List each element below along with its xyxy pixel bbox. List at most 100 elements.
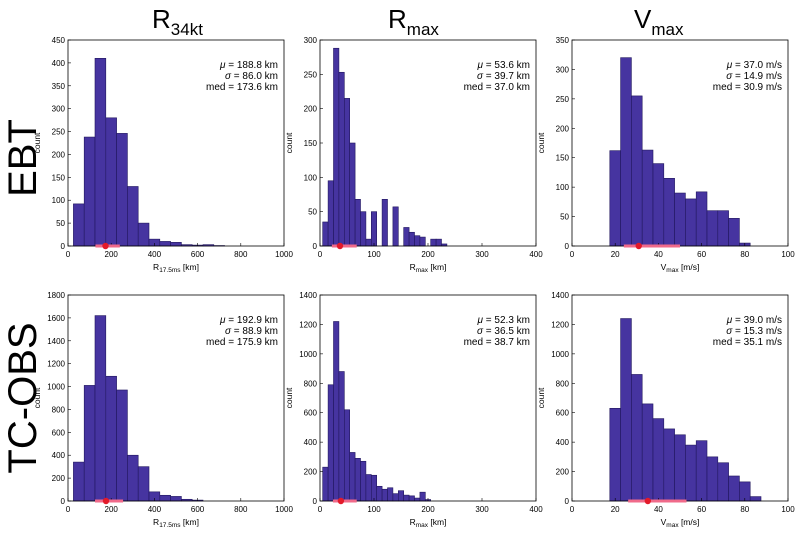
xtick-label: 200: [421, 250, 435, 259]
bar-ebt-vmax-9: [706, 210, 719, 247]
ytick-label: 800: [556, 379, 570, 388]
panel-tcobs-vmax: 0 20 40 60 80 1000200400600800100012001400Vma…: [536, 291, 795, 529]
bar-ebt-r34-6: [137, 222, 150, 247]
ytick-label: 450: [52, 36, 66, 45]
bar-ebt-r34-4: [116, 133, 128, 247]
xtick-label: 200: [105, 250, 119, 259]
axes-frame-ebt-r34: [67, 39, 285, 247]
yaxis-label: count: [284, 132, 294, 153]
panel-ebt-rmax: 0 100 200 300 400 0 50 100 150 200 250 300 Rmax [km]…: [284, 36, 543, 274]
xaxis-label: Rmax [km]: [410, 517, 447, 529]
stat-median: med = 30.9 m/s: [713, 82, 782, 93]
ytick-label: 150: [52, 173, 66, 182]
ytick-label: 0: [313, 242, 318, 251]
xtick-label: 600: [191, 250, 205, 259]
bar-tcobs-rmax-3: [338, 371, 345, 502]
stat-mean: μ = 52.3 km: [477, 315, 530, 326]
bar-tcobs-r34-0: [73, 461, 85, 502]
bar-tcobs-r34-2: [94, 315, 107, 502]
xtick-label: 300: [475, 250, 489, 259]
xtick-label: 100: [367, 250, 381, 259]
bar-tcobs-vmax-1: [620, 318, 632, 502]
xtick-label: 200: [421, 505, 435, 514]
bar-ebt-rmax-4: [343, 98, 350, 247]
bar-tcobs-vmax-0: [609, 407, 621, 502]
stat-sigma: σ = 88.9 km: [225, 326, 278, 337]
ytick-label: 600: [304, 409, 318, 418]
xtick-label: 60: [697, 505, 706, 514]
ytick-label: 350: [52, 82, 66, 91]
stat-mean: μ = 37.0 m/s: [726, 60, 782, 71]
bar-ebt-rmax-15: [403, 227, 410, 247]
bar-tcobs-rmax-5: [349, 452, 356, 502]
bar-ebt-r34-9: [170, 242, 182, 247]
stat-median: med = 37.0 km: [464, 82, 530, 93]
ytick-label: 1400: [551, 291, 569, 300]
xtick-label: 80: [740, 505, 749, 514]
bar-tcobs-rmax-8: [365, 474, 372, 502]
bar-tcobs-rmax-4: [343, 409, 350, 502]
bar-tcobs-rmax-13: [392, 493, 399, 502]
stat-median: med = 35.1 m/s: [713, 337, 782, 348]
stat-sigma: σ = 39.7 km: [477, 71, 530, 82]
bar-tcobs-r34-3: [105, 375, 117, 502]
xtick-label: 100: [781, 250, 795, 259]
ytick-label: 400: [52, 59, 66, 68]
bar-tcobs-rmax-0: [322, 466, 329, 502]
bar-ebt-vmax-2: [631, 95, 643, 247]
xtick-label: 800: [234, 250, 248, 259]
ytick-label: 1400: [299, 291, 317, 300]
bar-tcobs-vmax-9: [706, 456, 719, 502]
ytick-label: 150: [556, 154, 570, 163]
stat-mean: μ = 39.0 m/s: [726, 315, 782, 326]
bar-tcobs-rmax-7: [360, 460, 367, 502]
median-dot-ebt-rmax: [336, 242, 344, 250]
bar-ebt-rmax-3: [338, 71, 345, 247]
stat-sigma: σ = 14.9 m/s: [726, 71, 782, 82]
ytick-label: 200: [304, 105, 318, 114]
bar-ebt-rmax-8: [365, 238, 372, 247]
bar-tcobs-r34-6: [137, 466, 150, 502]
ytick-label: 250: [304, 70, 318, 79]
panel-ebt-vmax: 0 20 40 60 80 100 0 50 100 150 200 250 300 350 Vmax [m…: [536, 36, 795, 274]
ytick-label: 400: [556, 438, 570, 447]
ytick-label: 600: [52, 428, 66, 437]
bar-ebt-rmax-7: [360, 211, 367, 247]
stat-sigma: σ = 86.0 km: [225, 71, 278, 82]
bar-ebt-vmax-11: [728, 218, 740, 247]
yaxis-label: count: [536, 132, 546, 153]
ytick-label: 250: [556, 95, 570, 104]
ytick-label: 200: [52, 474, 66, 483]
bar-ebt-rmax-5: [349, 142, 356, 247]
ytick-label: 600: [556, 409, 570, 418]
bar-ebt-vmax-6: [674, 192, 686, 247]
bar-tcobs-rmax-10: [376, 485, 383, 502]
bar-ebt-r34-1: [83, 136, 96, 247]
bar-ebt-vmax-10: [717, 210, 729, 247]
bar-ebt-rmax-9: [370, 211, 377, 247]
ytick-label: 300: [556, 65, 570, 74]
ytick-label: 200: [304, 468, 318, 477]
bar-ebt-vmax-5: [663, 178, 675, 247]
ytick-label: 1000: [551, 350, 569, 359]
xtick-label: 100: [781, 505, 795, 514]
xtick-label: 400: [148, 505, 162, 514]
xtick-label: 300: [475, 505, 489, 514]
ytick-label: 1800: [47, 291, 65, 300]
xtick-label: 0: [66, 505, 71, 514]
bar-ebt-rmax-11: [381, 199, 388, 247]
bar-ebt-r34-5: [127, 186, 139, 247]
panel-ebt-r34: 0 200 400 600 800 1000 0 50 100 150 200 250 300 350 40…: [32, 36, 293, 274]
bar-tcobs-vmax-6: [674, 434, 686, 502]
xtick-label: 20: [611, 250, 620, 259]
xtick-label: 400: [148, 250, 162, 259]
xtick-label: 60: [697, 250, 706, 259]
bar-tcobs-vmax-8: [695, 440, 708, 502]
ytick-label: 50: [560, 213, 569, 222]
xtick-label: 0: [570, 250, 575, 259]
ytick-label: 200: [52, 150, 66, 159]
stat-mean: μ = 53.6 km: [477, 60, 530, 71]
bar-ebt-rmax-2: [333, 47, 340, 247]
bar-tcobs-r34-8: [159, 494, 171, 502]
